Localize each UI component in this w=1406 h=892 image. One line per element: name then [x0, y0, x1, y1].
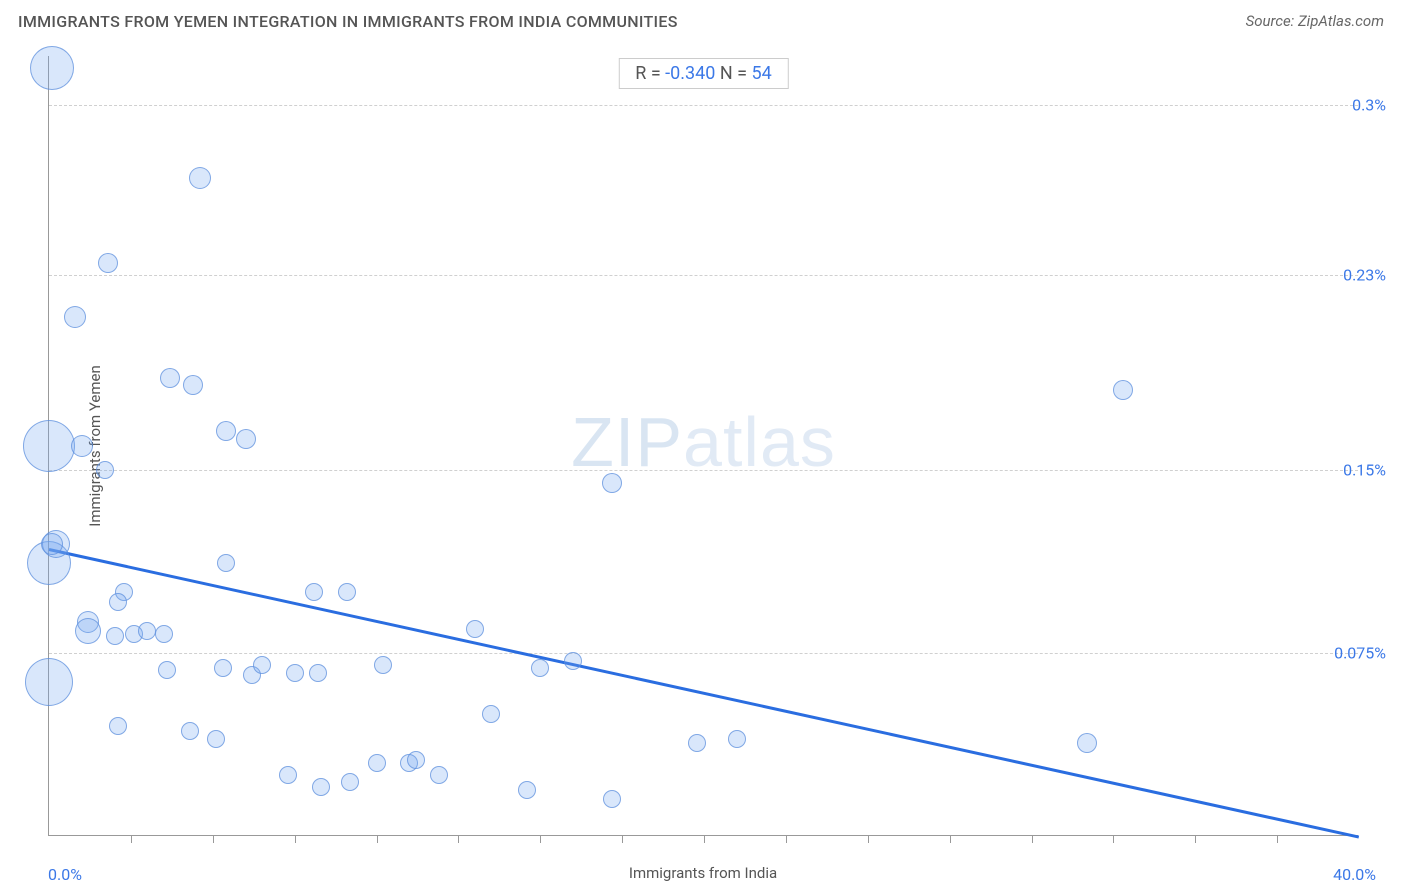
- x-tick: [458, 835, 459, 843]
- y-tick-label: 0.23%: [1343, 266, 1386, 285]
- data-point: [181, 722, 199, 740]
- data-point: [305, 583, 323, 601]
- chart-plot-area: R = -0.340 N = 54 ZIPatlas: [48, 56, 1358, 836]
- regression-line: [49, 548, 1360, 839]
- data-point: [155, 625, 173, 643]
- data-point: [279, 766, 297, 784]
- data-point: [214, 659, 232, 677]
- data-point: [531, 659, 549, 677]
- data-point: [430, 766, 448, 784]
- data-point: [106, 627, 124, 645]
- x-tick: [950, 835, 951, 843]
- data-point: [216, 421, 236, 441]
- grid-line: [49, 105, 1358, 106]
- grid-line: [49, 470, 1358, 471]
- grid-line: [49, 653, 1358, 654]
- data-point: [109, 717, 127, 735]
- data-point: [728, 730, 746, 748]
- x-tick: [377, 835, 378, 843]
- data-point: [25, 658, 73, 706]
- data-point: [98, 253, 118, 273]
- y-tick-label: 0.3%: [1352, 95, 1386, 114]
- x-tick: [1277, 835, 1278, 843]
- r-label: R =: [635, 63, 665, 84]
- watermark-light: atlas: [683, 403, 836, 481]
- x-tick: [1113, 835, 1114, 843]
- n-label: N =: [715, 63, 751, 84]
- n-value: 54: [751, 63, 771, 84]
- data-point: [312, 778, 330, 796]
- data-point: [518, 781, 536, 799]
- watermark-bold: ZIP: [571, 403, 683, 481]
- correlation-stats-box: R = -0.340 N = 54: [618, 58, 788, 89]
- data-point: [341, 773, 359, 791]
- data-point: [109, 593, 127, 611]
- x-axis-label: Immigrants from India: [629, 864, 777, 882]
- x-tick: [704, 835, 705, 843]
- data-point: [158, 661, 176, 679]
- x-tick: [540, 835, 541, 843]
- data-point: [64, 306, 86, 328]
- x-tick: [868, 835, 869, 843]
- data-point: [309, 664, 327, 682]
- x-tick: [295, 835, 296, 843]
- data-point: [23, 420, 75, 472]
- data-point: [160, 368, 180, 388]
- x-tick: [131, 835, 132, 843]
- data-point: [75, 618, 101, 644]
- data-point: [41, 533, 63, 555]
- source-attribution: Source: ZipAtlas.com: [1246, 12, 1384, 30]
- data-point: [71, 435, 93, 457]
- data-point: [30, 46, 74, 90]
- data-point: [466, 620, 484, 638]
- data-point: [189, 167, 211, 189]
- x-tick: [1195, 835, 1196, 843]
- x-axis-min-label: 0.0%: [48, 865, 82, 884]
- data-point: [183, 375, 203, 395]
- x-tick: [786, 835, 787, 843]
- data-point: [602, 473, 622, 493]
- data-point: [253, 656, 271, 674]
- x-tick: [1032, 835, 1033, 843]
- r-value: -0.340: [665, 63, 715, 84]
- data-point: [374, 656, 392, 674]
- x-tick: [622, 835, 623, 843]
- data-point: [407, 751, 425, 769]
- data-point: [564, 652, 582, 670]
- data-point: [286, 664, 304, 682]
- data-point: [138, 622, 156, 640]
- chart-title: IMMIGRANTS FROM YEMEN INTEGRATION IN IMM…: [18, 12, 1388, 31]
- data-point: [96, 461, 114, 479]
- y-tick-label: 0.075%: [1334, 644, 1386, 663]
- x-axis-max-label: 40.0%: [1333, 865, 1376, 884]
- data-point: [338, 583, 356, 601]
- x-tick: [213, 835, 214, 843]
- data-point: [1077, 733, 1097, 753]
- y-tick-label: 0.15%: [1343, 461, 1386, 480]
- data-point: [603, 790, 621, 808]
- data-point: [236, 429, 256, 449]
- data-point: [482, 705, 500, 723]
- data-point: [688, 734, 706, 752]
- data-point: [1113, 380, 1133, 400]
- data-point: [217, 554, 235, 572]
- data-point: [368, 754, 386, 772]
- data-point: [207, 730, 225, 748]
- grid-line: [49, 275, 1358, 276]
